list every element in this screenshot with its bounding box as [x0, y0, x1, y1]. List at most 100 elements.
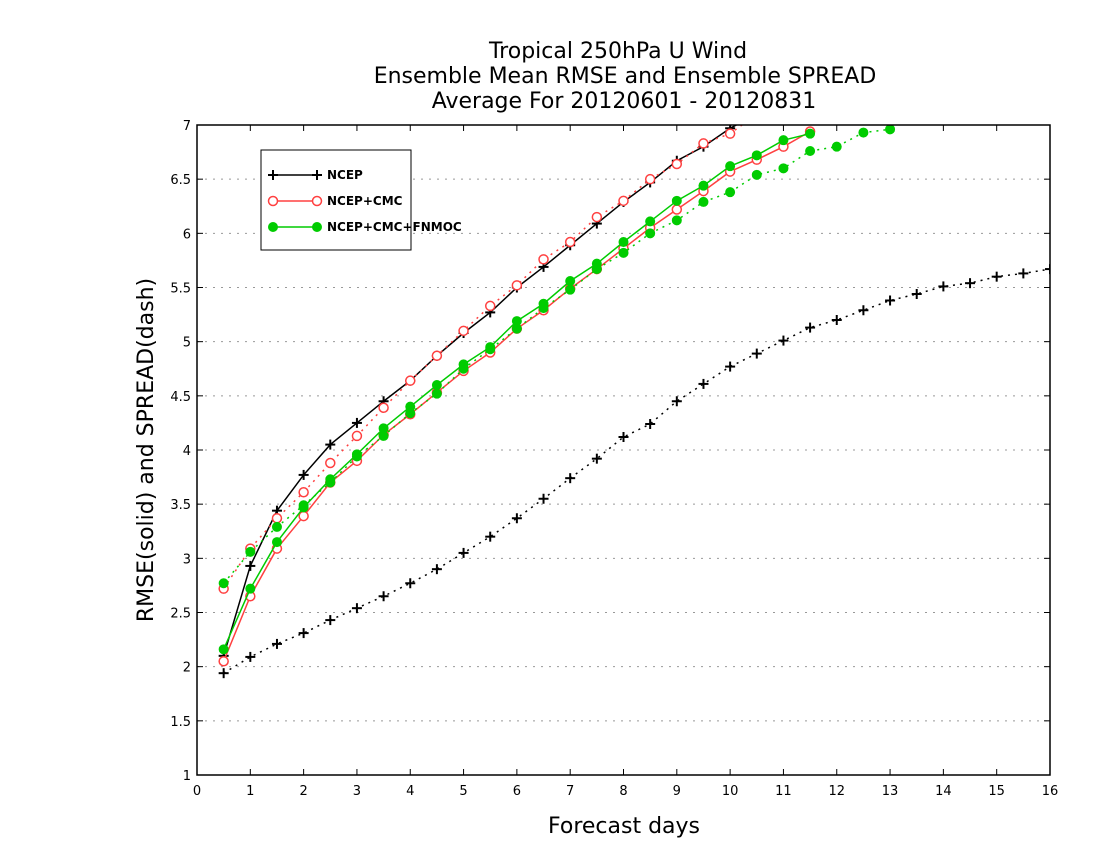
legend-label: NCEP: [327, 168, 363, 182]
chart-title: Tropical 250hPa U Wind Ensemble Mean RMS…: [374, 39, 877, 114]
data-point: [245, 583, 256, 594]
data-point: [325, 457, 336, 469]
data-point: [351, 449, 362, 460]
data-point: [538, 493, 549, 504]
data-point: [458, 359, 469, 370]
legend-label: NCEP+CMC: [327, 194, 403, 208]
data-point: [325, 615, 336, 626]
data-point: [267, 195, 279, 207]
data-point: [511, 513, 522, 524]
data-point: [351, 430, 363, 442]
data-point: [271, 513, 283, 524]
data-point: [618, 432, 629, 442]
y-axis-ticks: 1 1.5 2 2.5 3 3.5 4 4.5 5 5.5 6 6.5 7: [170, 119, 1050, 784]
x-tick-label: 7: [566, 784, 574, 799]
data-point: [805, 146, 816, 156]
data-point: [591, 258, 602, 269]
data-point: [312, 222, 322, 232]
y-tick-label: 4: [183, 444, 191, 459]
data-point: [218, 656, 229, 667]
x-tick-label: 0: [193, 784, 201, 799]
x-tick-label: 1: [246, 784, 254, 799]
data-point: [271, 638, 282, 649]
data-point: [351, 417, 362, 428]
data-point: [431, 350, 443, 361]
data-point: [405, 578, 416, 589]
data-point: [245, 560, 256, 571]
data-point: [431, 388, 442, 399]
data-point: [778, 335, 789, 346]
y-tick-label: 7: [183, 119, 191, 134]
data-point: [378, 423, 389, 434]
x-tick-label: 11: [775, 784, 792, 799]
y-tick-label: 1: [183, 769, 191, 784]
data-point: [298, 628, 309, 639]
data-point: [271, 521, 282, 532]
data-point: [565, 284, 576, 295]
plot-frame: [196, 124, 1051, 776]
y-tick-label: 5: [183, 336, 191, 351]
x-tick-label: 2: [299, 784, 307, 799]
data-point: [778, 135, 789, 146]
data-point: [245, 546, 256, 557]
y-tick-label: 5.5: [170, 282, 191, 297]
data-point: [645, 216, 656, 227]
data-point: [245, 651, 256, 662]
y-tick-label: 2: [183, 661, 191, 676]
title-line-1: Tropical 250hPa U Wind: [488, 39, 747, 64]
data-point: [538, 298, 549, 309]
data-point: [298, 487, 309, 498]
title-line-2: Ensemble Mean RMSE and Ensemble SPREAD: [374, 64, 877, 89]
data-point: [405, 401, 416, 412]
y-axis-label: RMSE(solid) and SPREAD(dash): [134, 278, 159, 622]
x-tick-label: 8: [619, 784, 627, 799]
x-tick-label: 3: [353, 784, 361, 799]
data-point: [991, 271, 1002, 282]
data-point: [511, 316, 522, 327]
y-tick-label: 1.5: [170, 715, 191, 730]
data-point: [271, 537, 282, 548]
data-point: [858, 127, 869, 138]
data-point: [218, 668, 229, 679]
data-point: [671, 396, 682, 407]
data-point: [564, 236, 576, 248]
data-point: [618, 247, 629, 258]
data-point: [885, 125, 896, 135]
data-point: [751, 348, 762, 359]
data-point: [698, 180, 709, 191]
x-tick-label: 6: [513, 784, 521, 799]
x-tick-label: 16: [1042, 784, 1059, 799]
data-point: [698, 138, 709, 149]
y-tick-label: 6.5: [170, 173, 191, 188]
data-point: [751, 150, 762, 161]
x-tick-label: 4: [406, 784, 414, 799]
data-point: [911, 289, 922, 299]
data-point: [858, 305, 869, 316]
data-point: [618, 237, 629, 247]
data-point: [938, 281, 949, 292]
data-point: [725, 361, 736, 372]
data-point: [218, 578, 229, 589]
data-point: [298, 502, 309, 513]
x-tick-label: 15: [988, 784, 1005, 799]
data-point: [484, 300, 496, 312]
data-point: [378, 402, 389, 413]
data-point: [458, 325, 469, 337]
data-point: [1045, 264, 1050, 275]
data-point: [698, 196, 709, 207]
x-tick-label: 14: [935, 784, 952, 799]
data-point: [1018, 268, 1029, 279]
data-point: [431, 380, 442, 390]
y-tick-label: 2.5: [170, 607, 191, 622]
data-point: [618, 195, 629, 207]
data-point: [325, 439, 336, 450]
x-tick-label: 5: [459, 784, 467, 799]
data-point: [485, 342, 496, 353]
data-point: [565, 473, 576, 484]
data-point: [431, 564, 442, 575]
data-point: [565, 276, 576, 286]
data-point: [591, 453, 602, 464]
data-point: [671, 195, 682, 206]
data-point: [805, 128, 816, 139]
data-point: [725, 187, 736, 198]
